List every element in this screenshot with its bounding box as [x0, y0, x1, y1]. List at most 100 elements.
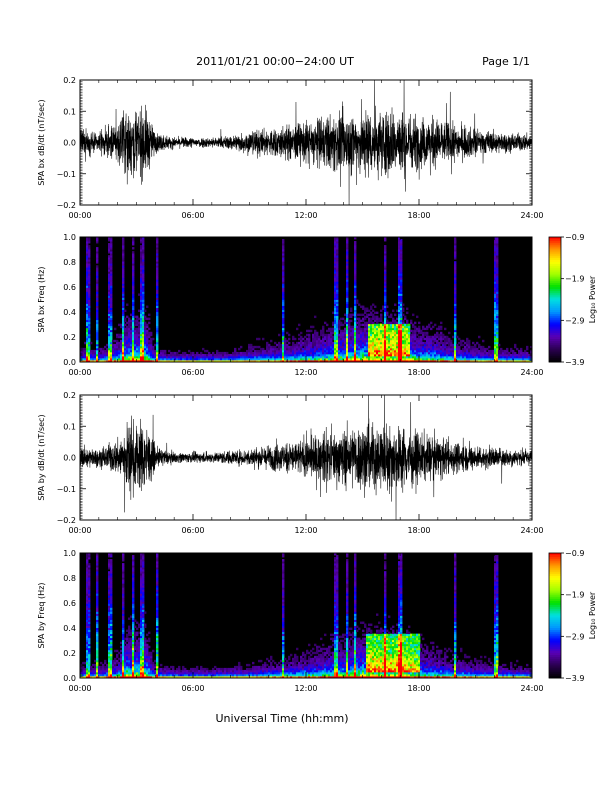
spectrogram-cell	[132, 323, 135, 327]
spectrogram-cell	[366, 343, 369, 347]
spectrogram-cell	[372, 339, 375, 343]
spectrogram-cell	[358, 355, 361, 359]
spectrogram-cell	[500, 351, 503, 355]
spectrogram-cell	[134, 347, 137, 351]
spectrogram-cell	[372, 349, 375, 353]
spectrogram-cell	[340, 355, 343, 359]
spectrogram-cell	[432, 357, 435, 361]
spectrogram-cell	[454, 269, 457, 272]
spectrogram-cell	[314, 353, 317, 357]
spectrogram-cell	[468, 353, 471, 357]
spectrogram-cell	[474, 345, 477, 349]
spectrogram-cell	[400, 273, 403, 276]
colorbar-segment	[549, 291, 561, 294]
spectrogram-cell	[288, 347, 291, 351]
spectrogram-cell	[188, 355, 191, 359]
spectrogram-cell	[110, 303, 113, 306]
spectrogram-cell	[110, 243, 113, 246]
spectrogram-cell	[384, 247, 387, 250]
spectrogram-cell	[398, 333, 401, 337]
spectrogram-cell	[118, 663, 121, 667]
spectrogram-cell	[384, 351, 387, 355]
spectrogram-cell	[142, 339, 145, 343]
spectrogram-cell	[398, 299, 401, 302]
spectrogram-cell	[494, 269, 497, 272]
spectrogram-cell	[406, 351, 409, 355]
spectrogram-cell	[248, 355, 251, 359]
spectrogram-cell	[156, 353, 159, 357]
spectrogram-cell	[344, 341, 347, 345]
spectrogram-cell	[398, 267, 401, 270]
spectrogram-cell	[224, 353, 227, 357]
bx-spectrogram-image	[80, 237, 532, 362]
spectrogram-cell	[156, 347, 159, 351]
spectrogram-cell	[332, 347, 335, 351]
spectrogram-cell	[446, 337, 449, 341]
spectrogram-cell	[142, 237, 145, 240]
spectrogram-cell	[436, 347, 439, 351]
spectrogram-cell	[412, 329, 415, 333]
spectrogram-cell	[378, 345, 381, 349]
spectrogram-cell	[114, 327, 117, 331]
spectrogram-cell	[362, 327, 365, 331]
spectrogram-cell	[372, 343, 375, 347]
spectrogram-cell	[358, 303, 361, 306]
spectrogram-cell	[144, 317, 147, 321]
spectrogram-cell	[454, 343, 457, 347]
spectrogram-cell	[494, 345, 497, 349]
spectrogram-cell	[88, 649, 91, 653]
colorbar-tick-label: −3.9	[565, 358, 584, 367]
spectrogram-cell	[362, 341, 365, 345]
spectrogram-cell	[142, 347, 145, 351]
spectrogram-cell	[118, 347, 121, 351]
spectrogram-cell	[80, 665, 83, 669]
x-tick-label: 12:00	[294, 526, 317, 535]
spectrogram-cell	[148, 359, 151, 362]
spectrogram-cell	[140, 291, 143, 294]
spectrogram-cell	[336, 335, 339, 339]
spectrogram-cell	[278, 351, 281, 355]
spectrogram-cell	[424, 353, 427, 357]
spectrogram-cell	[496, 251, 499, 254]
spectrogram-cell	[400, 267, 403, 270]
spectrogram-cell	[308, 349, 311, 353]
spectrogram-cell	[202, 347, 205, 351]
spectrogram-cell	[162, 349, 165, 353]
spectrogram-cell	[156, 285, 159, 288]
spectrogram-cell	[120, 649, 123, 653]
spectrogram-cell	[502, 349, 505, 353]
spectrogram-cell	[138, 341, 141, 345]
spectrogram-cell	[496, 257, 499, 260]
spectrogram-cell	[104, 359, 107, 362]
spectrogram-cell	[96, 591, 99, 594]
spectrogram-cell	[108, 657, 111, 661]
colorbar-segment	[549, 243, 561, 246]
spectrogram-cell	[526, 355, 529, 359]
spectrogram-cell	[318, 347, 321, 351]
spectrogram-cell	[140, 349, 143, 353]
spectrogram-cell	[128, 333, 131, 337]
spectrogram-cell	[490, 357, 493, 361]
spectrogram-cell	[384, 327, 387, 331]
spectrogram-cell	[410, 353, 413, 357]
spectrogram-cell	[108, 315, 111, 319]
spectrogram-cell	[96, 271, 99, 274]
spectrogram-cell	[420, 357, 423, 361]
spectrogram-cell	[370, 355, 373, 359]
spectrogram-cell	[418, 347, 421, 351]
spectrogram-cell	[386, 325, 389, 329]
spectrogram-cell	[422, 337, 425, 341]
spectrogram-cell	[96, 667, 99, 671]
spectrogram-cell	[420, 345, 423, 349]
spectrogram-cell	[140, 309, 143, 312]
spectrogram-cell	[96, 571, 99, 574]
spectrogram-cell	[96, 613, 99, 616]
spectrogram-cell	[382, 333, 385, 337]
spectrogram-cell	[360, 355, 363, 359]
spectrogram-cell	[466, 357, 469, 361]
spectrogram-cell	[400, 245, 403, 248]
spectrogram-cell	[128, 345, 131, 349]
spectrogram-cell	[108, 669, 111, 673]
spectrogram-cell	[140, 297, 143, 300]
spectrogram-cell	[328, 347, 331, 351]
